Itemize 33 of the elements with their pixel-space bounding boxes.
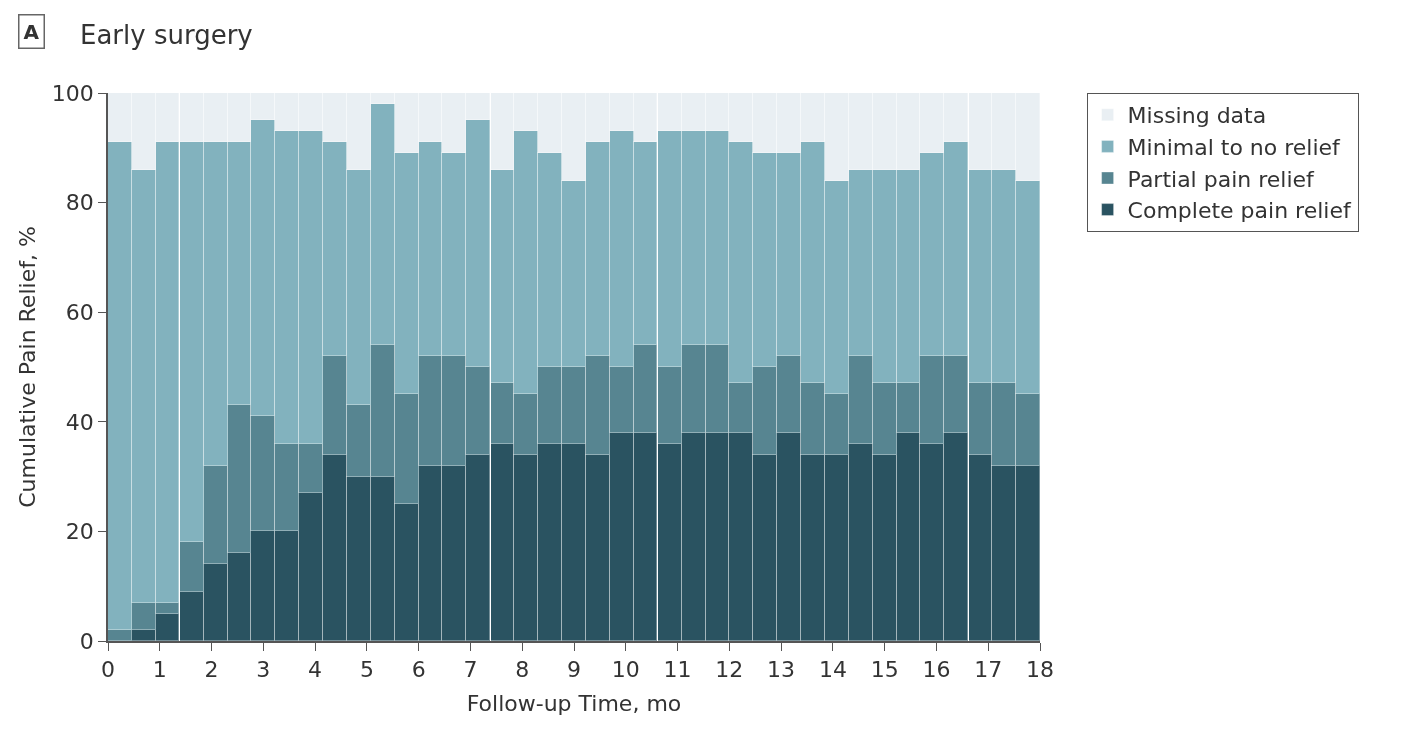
legend-label: Minimal to no relief bbox=[1127, 134, 1342, 160]
x-axis-title: Follow-up Time, mo bbox=[466, 690, 682, 716]
x-tick-label: 0 bbox=[101, 657, 115, 683]
x-tick-label: 13 bbox=[767, 657, 796, 683]
text: A bbox=[23, 19, 40, 44]
legend-label: Partial pain relief bbox=[1127, 166, 1316, 192]
y-tick-label: 80 bbox=[65, 190, 94, 216]
y-tick-label: 20 bbox=[65, 519, 94, 545]
y-tick-label: 60 bbox=[65, 299, 94, 325]
x-tick-label: 9 bbox=[567, 657, 581, 683]
x-tick-label: 11 bbox=[663, 657, 692, 683]
x-tick-label: 14 bbox=[818, 657, 847, 683]
x-tick-label: 16 bbox=[922, 657, 951, 683]
x-tick-label: 17 bbox=[974, 657, 1003, 683]
x-tick-label: 7 bbox=[463, 657, 478, 683]
x-tick-label: 15 bbox=[870, 657, 899, 683]
legend-label: Complete pain relief bbox=[1127, 198, 1352, 224]
chart-title: Early surgery bbox=[80, 20, 253, 50]
y-tick-label: 40 bbox=[65, 409, 94, 435]
x-tick-label: 5 bbox=[359, 657, 374, 683]
x-tick-label: 8 bbox=[515, 657, 530, 683]
y-tick-label: 100 bbox=[51, 80, 94, 106]
x-tick-label: 2 bbox=[204, 657, 219, 683]
x-tick-label: 1 bbox=[152, 657, 167, 683]
y-axis-title: Cumulative Pain Relief, % bbox=[15, 226, 41, 508]
y-tick-label: 0 bbox=[79, 628, 94, 654]
x-tick-label: 18 bbox=[1026, 657, 1054, 683]
x-tick-label: 6 bbox=[411, 657, 426, 683]
x-tick-label: 3 bbox=[256, 657, 271, 683]
x-tick-label: 10 bbox=[611, 657, 640, 683]
x-tick-label: 12 bbox=[715, 657, 744, 683]
legend-label: Missing data bbox=[1127, 103, 1267, 129]
x-tick-label: 4 bbox=[308, 657, 323, 683]
